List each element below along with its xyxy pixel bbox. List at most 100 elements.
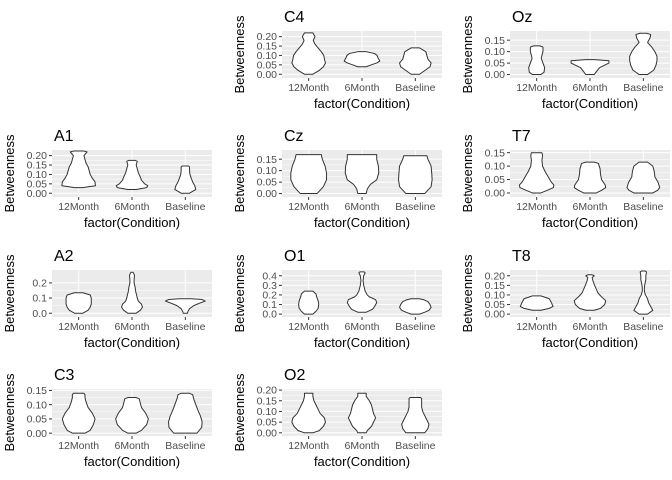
y-tick-label: 0.05 — [27, 414, 48, 426]
y-tick-label: 0.1 — [32, 293, 47, 305]
y-tick-label: 0.15 — [485, 280, 506, 292]
x-tick-label: 6Month — [114, 321, 149, 333]
x-tick-label: 12Month — [58, 321, 99, 333]
panel-title: C4 — [284, 9, 305, 26]
x-axis-label: factor(Condition) — [542, 335, 638, 350]
y-tick-label: 0.4 — [262, 270, 277, 282]
violin-a1-6month — [115, 159, 149, 190]
panel-a1: 0.000.050.100.150.20 12Month 6Month Baselin… — [2, 128, 212, 230]
x-tick-label: Baseline — [165, 440, 205, 452]
violin-a1-baseline — [174, 165, 197, 194]
x-axis-label: factor(Condition) — [84, 335, 180, 350]
x-tick-label: 12Month — [516, 321, 557, 333]
y-tick-label: 0.20 — [257, 385, 278, 397]
violin-oz-6month — [570, 59, 610, 76]
violin-o2-12month — [291, 392, 326, 434]
y-tick-label: 0.05 — [485, 58, 506, 70]
x-tick-label: 6Month — [344, 82, 379, 94]
panel-t8: 0.000.050.100.150.20 12Month 6Month Baselin… — [460, 248, 670, 350]
violin-t8-baseline — [633, 270, 654, 315]
violin-cz-6month — [344, 154, 380, 195]
y-tick-label: 0.10 — [485, 290, 506, 302]
y-tick-label: 0.20 — [27, 150, 48, 162]
panel-c3: 0.00 0.05 0.10 0.15 12Month 6Month Baseline C3 f… — [2, 367, 212, 469]
x-tick-label: Baseline — [165, 321, 205, 333]
x-axis-label: factor(Condition) — [314, 215, 410, 230]
x-tick-label: Baseline — [165, 201, 205, 213]
violin-a2-12month — [65, 292, 92, 314]
y-tick-label: 0.00 — [257, 427, 278, 439]
violin-o2-6month — [347, 392, 377, 434]
x-tick-label: 6Month — [114, 201, 149, 213]
x-tick-label: 6Month — [572, 82, 607, 94]
violin-oz-12month — [528, 45, 546, 76]
y-tick-label: 0.0 — [32, 308, 47, 320]
y-tick-label: 0.00 — [27, 428, 48, 440]
x-tick-label: 12Month — [58, 201, 99, 213]
x-tick-label: 6Month — [344, 201, 379, 213]
x-axis-label: factor(Condition) — [84, 215, 180, 230]
y-tick-label: 0.10 — [27, 399, 48, 411]
panel-title: O2 — [284, 367, 305, 384]
x-tick-label: 6Month — [572, 321, 607, 333]
panel-c4: 0.000.050.100.150.20 12Month 6Month Baselin… — [232, 9, 442, 111]
violin-o1-baseline — [399, 298, 432, 315]
violin-t7-baseline — [626, 161, 661, 194]
panel-t7: 0.00 0.050.10 0.15 12Month 6Month Baseline T7 f… — [460, 128, 670, 230]
y-axis-label: Betweenness — [460, 15, 475, 94]
y-tick-label: 0.05 — [485, 174, 506, 186]
panel-title: T8 — [512, 248, 531, 265]
violin-o1-12month — [298, 290, 320, 315]
y-tick-label: 0.05 — [257, 177, 278, 189]
violin-cz-baseline — [398, 155, 433, 195]
y-tick-label: 0.10 — [257, 165, 278, 177]
y-axis-label: Betweenness — [460, 134, 475, 213]
y-tick-label: 0.00 — [485, 188, 506, 200]
y-tick-label: 0.10 — [485, 46, 506, 58]
y-tick-label: 0.15 — [257, 395, 278, 407]
y-tick-label: 0.15 — [485, 35, 506, 47]
violin-t7-6month — [573, 161, 607, 194]
x-tick-label: 6Month — [572, 201, 607, 213]
violin-c4-12month — [291, 32, 326, 75]
panel-title: T7 — [512, 128, 531, 145]
violin-c4-baseline — [399, 47, 432, 75]
y-tick-label: 0.00 — [27, 188, 48, 200]
x-axis-label: factor(Condition) — [542, 215, 638, 230]
y-tick-label: 0.2 — [262, 290, 277, 302]
y-axis-label: Betweenness — [2, 254, 17, 333]
y-tick-label: 0.05 — [257, 59, 278, 71]
y-tick-label: 0.20 — [257, 31, 278, 43]
y-axis-label: Betweenness — [232, 254, 247, 333]
x-tick-label: 12Month — [288, 82, 329, 94]
y-tick-label: 0.10 — [485, 161, 506, 173]
y-tick-label: 0.3 — [262, 280, 277, 292]
panel-o1: 0.00.10.20.30.4 12Month 6Month Baseline O1 fa… — [232, 248, 442, 350]
violin-c3-baseline — [168, 392, 203, 434]
panel-title: Oz — [512, 9, 532, 26]
y-tick-label: 0.15 — [27, 160, 48, 172]
y-tick-label: 0.05 — [485, 299, 506, 311]
violin-o1-6month — [346, 271, 378, 313]
y-tick-label: 0.2 — [32, 277, 47, 289]
y-tick-label: 0.10 — [257, 50, 278, 62]
y-tick-label: 0.05 — [27, 178, 48, 190]
x-axis-label: factor(Condition) — [314, 96, 410, 111]
violin-t8-12month — [519, 295, 554, 311]
y-tick-label: 0.15 — [27, 385, 48, 397]
y-axis-label: Betweenness — [2, 134, 17, 213]
panel-title: Cz — [284, 128, 304, 145]
x-axis-label: factor(Condition) — [314, 335, 410, 350]
x-tick-label: Baseline — [623, 201, 663, 213]
y-tick-label: 0.20 — [485, 270, 506, 282]
x-tick-label: Baseline — [395, 321, 435, 333]
y-axis-label: Betweenness — [2, 373, 17, 452]
y-axis-label: Betweenness — [232, 134, 247, 213]
panel-cz: 0.000.050.100.15 12Month 6Month Baseline Cz f… — [232, 128, 442, 230]
y-axis-label: Betweenness — [232, 15, 247, 94]
y-tick-label: 0.05 — [257, 417, 278, 429]
violin-oz-baseline — [629, 32, 658, 76]
x-tick-label: 12Month — [516, 82, 557, 94]
y-tick-label: 0.1 — [262, 299, 277, 311]
x-tick-label: 12Month — [288, 440, 329, 452]
